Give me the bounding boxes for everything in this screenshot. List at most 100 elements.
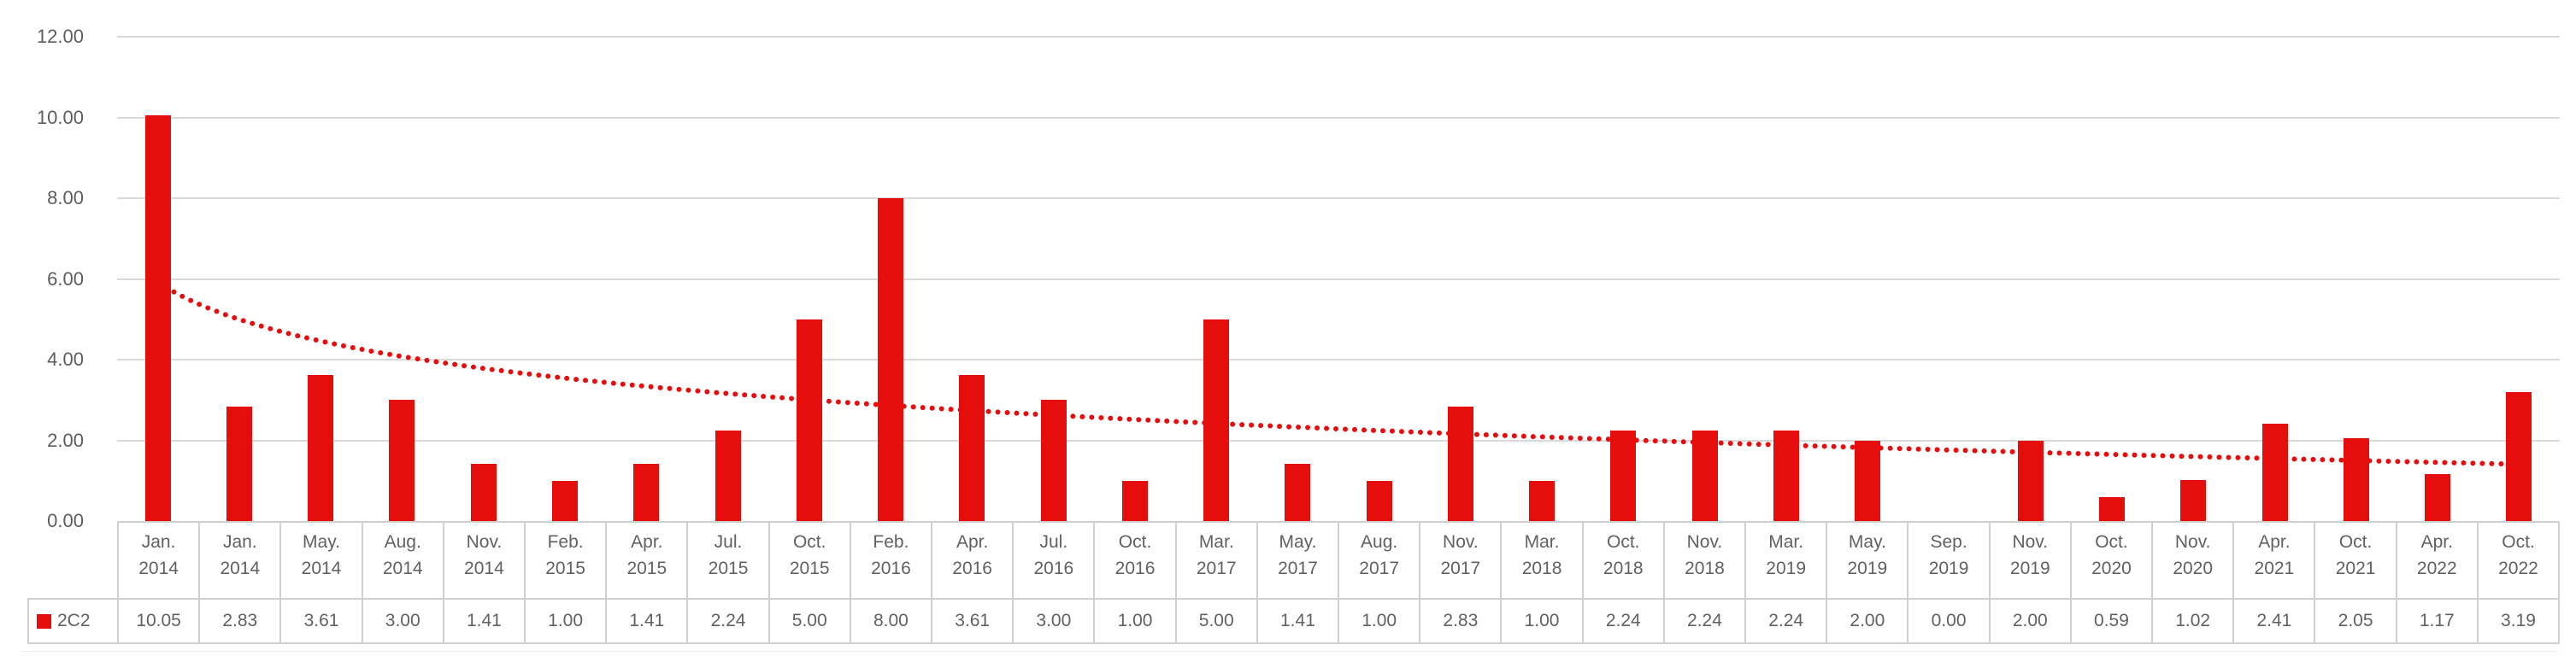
bar [1366,480,1392,521]
value-cell: 3.61 [932,600,1015,642]
category-header-cell: Oct. 2020 [2072,523,2154,598]
bar [1121,480,1148,521]
bar [389,400,415,521]
category-year: 2021 [2254,559,2295,578]
value-cell: 2.83 [200,600,282,642]
value-cell: 2.00 [1827,600,1909,642]
series-name: 2C2 [57,611,91,630]
value-cell: 2.83 [1420,600,1503,642]
category-year: 2020 [2091,559,2132,578]
bar [2343,438,2369,521]
category-header-cell: Oct. 2015 [770,523,851,598]
category-month: Apr. [2420,532,2453,552]
bar [308,375,334,521]
gridline [117,116,2560,119]
bar [2099,497,2126,521]
category-header-cell: Nov. 2014 [444,523,526,598]
value-cell: 1.41 [1258,600,1340,642]
category-year: 2017 [1196,559,1237,578]
value-cell: 1.00 [1502,600,1584,642]
category-month: Apr. [956,532,989,552]
value-cell: 0.59 [2072,600,2154,642]
category-header-cell: Aug. 2017 [1339,523,1421,598]
table-value-row: 2C2 10.05 2.83 3.61 3.00 1.41 1.00 1.41 2.24 5.00… [27,598,2561,644]
y-axis-tick-label: 12.00 [36,26,84,47]
category-month: Aug. [384,532,421,552]
category-month: Feb. [547,532,584,552]
value-cell: 1.00 [1339,600,1421,642]
y-axis-tick-label: 0.00 [47,510,84,531]
category-header-cell: Jan. 2014 [200,523,282,598]
value-cell: 5.00 [770,600,851,642]
bar [2180,479,2207,521]
y-axis-tick-label: 10.00 [36,106,84,128]
category-month: Feb. [873,532,909,552]
bar [1691,431,1718,521]
category-year: 2016 [952,559,992,578]
value-cell: 8.00 [851,600,933,642]
value-cell: 1.00 [526,600,608,642]
value-cell: 3.19 [2479,600,2561,642]
category-month: Nov. [2174,532,2211,552]
category-header-cell: Apr. 2015 [607,523,689,598]
value-cell: 1.02 [2153,600,2235,642]
bar [2017,440,2044,521]
category-year: 2014 [301,559,342,578]
y-axis-tick-label: 8.00 [47,187,84,208]
category-year: 2015 [545,559,585,578]
category-year: 2022 [2416,559,2457,578]
category-header-cell: Oct. 2022 [2479,523,2561,598]
category-year: 2017 [1440,559,1481,578]
category-month: Nov. [1443,532,1479,552]
category-month: Aug. [1361,532,1398,552]
bar [1773,431,1799,521]
bar [551,480,578,521]
category-month: Nov. [1686,532,1723,552]
category-header-cell: May. 2019 [1827,523,1909,598]
category-month: Nov. [2012,532,2049,552]
bar [959,375,985,521]
category-month: Apr. [631,532,663,552]
y-axis-tick-label: 6.00 [47,267,84,290]
bar [1529,480,1556,521]
bar [1447,407,1473,521]
value-cell: 2.24 [1665,600,1747,642]
category-year: 2018 [1521,559,1562,578]
y-axis-tick-label: 2.00 [47,429,84,451]
category-month: May. [1848,532,1886,552]
category-header-cell: May. 2014 [281,523,363,598]
category-month: Oct. [1118,532,1152,552]
category-header-cell: Oct. 2016 [1095,523,1177,598]
category-header-cell: Oct. 2021 [2315,523,2397,598]
gridline [117,197,2560,199]
table-header-row: Jan. 2014 Jan. 2014 May. 2014 Aug. 2014 Nov. 2014… [117,521,2561,598]
bar [1855,440,1881,521]
category-month: Oct. [2095,532,2128,552]
category-month: Oct. [1607,532,1640,552]
category-year: 2014 [220,559,261,578]
value-cell: 2.24 [688,600,770,642]
category-header-cell: Apr. 2022 [2397,523,2479,598]
category-month: Apr. [2258,532,2291,552]
legend-key-icon [37,613,51,629]
category-header-cell: Nov. 2019 [1991,523,2072,598]
value-cell: 0.00 [1908,600,1991,642]
bar [2261,424,2288,521]
bar [144,115,171,521]
legend-cell: 2C2 [29,600,119,642]
category-year: 2015 [708,559,749,578]
category-year: 2017 [1359,559,1399,578]
category-year: 2019 [2009,559,2050,578]
value-cell: 3.00 [1014,600,1096,642]
chart-bottom-edge [21,651,2558,652]
category-year: 2014 [138,559,179,578]
bar [2425,473,2451,521]
value-cell: 2.41 [2234,600,2316,642]
category-month: Jan. [141,532,176,552]
value-cell: 3.61 [281,600,363,642]
category-month: Sep. [1930,532,1967,552]
value-cell: 3.00 [363,600,444,642]
gridline [117,439,2560,442]
category-header-cell: Nov. 2020 [2153,523,2235,598]
